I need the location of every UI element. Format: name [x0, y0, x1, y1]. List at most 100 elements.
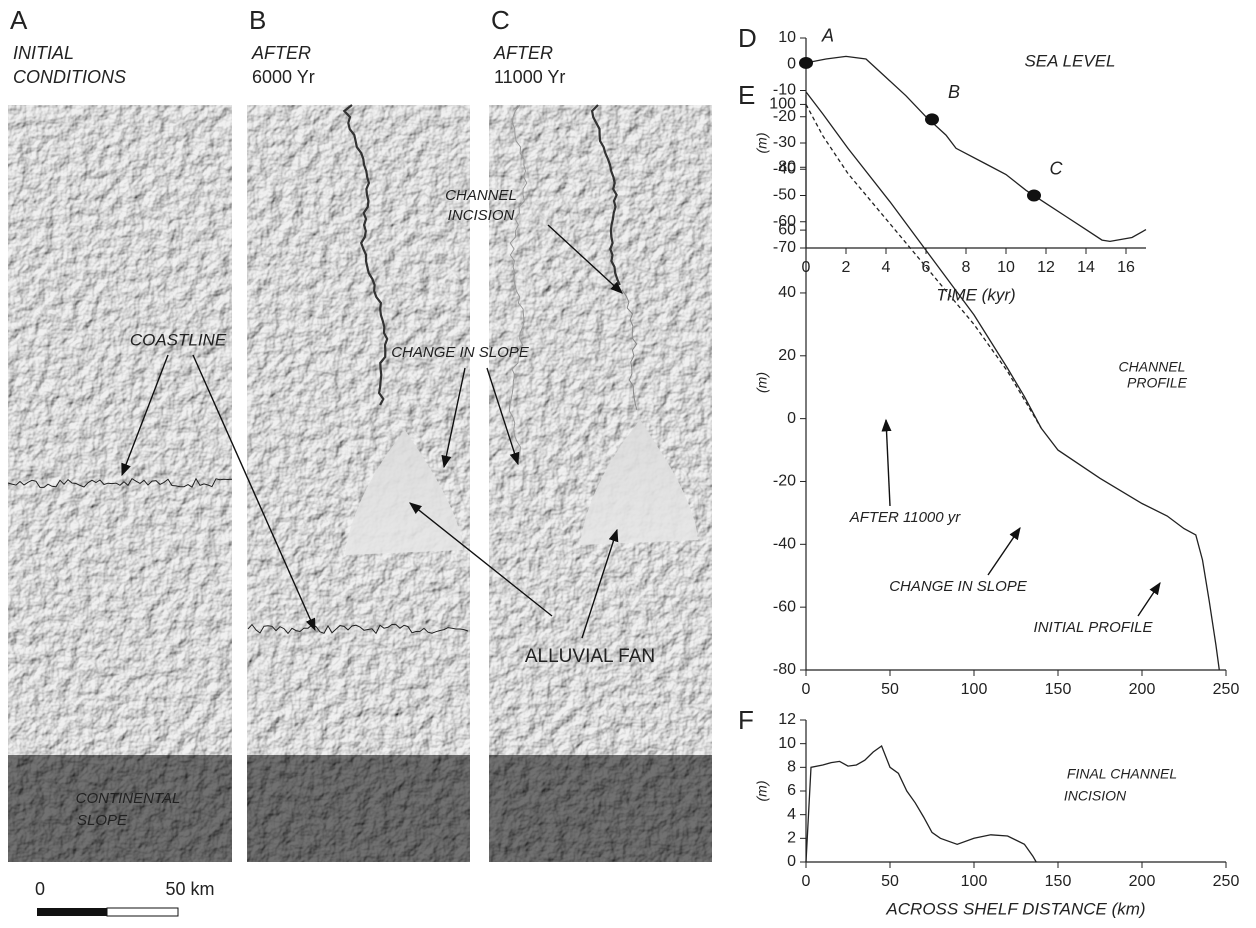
y-tick-label: -50: [773, 187, 796, 204]
y-tick-label: -60: [773, 213, 796, 230]
arrow: [987, 526, 1021, 576]
panel-letter: F: [738, 705, 754, 735]
y-tick-label: 80: [778, 158, 796, 175]
channel: [508, 104, 528, 460]
marker: [925, 113, 939, 126]
map-panel: [489, 105, 712, 862]
map-label: INCISION: [448, 207, 515, 224]
arrow: [547, 224, 623, 294]
arrow: [441, 367, 466, 469]
y-tick-label: 0: [787, 410, 796, 427]
map-panel: [247, 105, 470, 862]
marker: [799, 56, 813, 69]
y-tick-label: 2: [787, 830, 796, 847]
map-label: SLOPE: [77, 812, 128, 829]
y-tick-label: 4: [787, 806, 796, 823]
terrain-slope: [489, 755, 712, 862]
panel-caption: 6000 Yr: [252, 67, 315, 87]
map-label: CHANNEL: [445, 187, 517, 204]
y-tick-label: 40: [778, 284, 796, 301]
y-tick-label: 0: [787, 55, 796, 72]
arrow: [881, 418, 892, 507]
x-tick-label: 200: [1129, 681, 1156, 698]
data-line: [805, 104, 1042, 429]
y-tick-label: 10: [778, 735, 796, 752]
map-label: CHANGE IN SLOPE: [391, 344, 530, 361]
panel-caption: AFTER: [493, 43, 553, 63]
terrain-shelf: [489, 105, 712, 755]
map-label: COASTLINE: [130, 330, 227, 349]
series-label: AFTER 11000 yr: [849, 509, 962, 526]
y-axis-label: (m): [754, 781, 770, 802]
y-tick-label: -30: [773, 134, 796, 151]
channel: [342, 104, 389, 406]
y-tick-label: 12: [778, 711, 796, 728]
x-tick-label: 2: [842, 259, 851, 276]
y-tick-label: -10: [773, 82, 796, 99]
channel: [590, 104, 621, 286]
coastline: [7, 477, 233, 488]
map-label: CONTINENTAL: [76, 790, 181, 807]
x-axis-label: TIME (kyr): [936, 285, 1015, 304]
map-panel: [8, 105, 232, 862]
y-tick-label: 0: [787, 853, 796, 870]
panel-caption: AFTER: [251, 43, 311, 63]
marker-label: A: [821, 26, 834, 46]
annotation: CHANNEL: [1119, 359, 1186, 375]
y-tick-label: 10: [778, 29, 796, 46]
y-tick-label: 60: [778, 221, 796, 238]
y-tick-label: 6: [787, 782, 796, 799]
x-axis-label: ACROSS SHELF DISTANCE (km): [885, 899, 1145, 918]
coastline: [247, 623, 469, 635]
y-tick-label: -40: [773, 160, 796, 177]
arrow: [192, 354, 316, 632]
y-axis-label: (m): [754, 372, 770, 393]
annotation: FINAL CHANNEL: [1067, 766, 1177, 782]
x-tick-label: 250: [1213, 681, 1240, 698]
x-tick-label: 16: [1117, 259, 1135, 276]
marker-label: C: [1050, 158, 1064, 178]
panel-letter: A: [10, 5, 28, 35]
x-tick-label: 0: [802, 681, 811, 698]
panel-caption: INITIAL: [13, 43, 74, 63]
arrow: [581, 528, 619, 639]
panel-letter: B: [249, 5, 266, 35]
alluvial-fan: [345, 430, 463, 555]
y-tick-label: -20: [773, 108, 796, 125]
panel-letter: E: [738, 80, 755, 110]
marker: [1027, 189, 1041, 202]
arrow: [409, 502, 553, 617]
scale-label: 50 km: [165, 879, 214, 899]
channel: [621, 289, 638, 411]
scale-label: 0: [35, 879, 45, 899]
x-tick-label: 12: [1037, 259, 1055, 276]
terrain-shelf: [8, 105, 232, 755]
scale-bar: [37, 908, 107, 916]
data-line: [805, 91, 1220, 671]
panel-caption: CONDITIONS: [13, 67, 126, 87]
x-tick-label: 50: [881, 873, 899, 890]
annotation: CHANGE IN SLOPE: [889, 578, 1028, 595]
panel-letter: D: [738, 23, 757, 53]
panel-caption: 11000 Yr: [494, 67, 565, 87]
y-tick-label: -70: [773, 239, 796, 256]
annotation: PROFILE: [1127, 375, 1188, 391]
x-tick-label: 200: [1129, 873, 1156, 890]
annotation: INCISION: [1064, 788, 1127, 804]
x-tick-label: 14: [1077, 259, 1095, 276]
x-tick-label: 100: [961, 681, 988, 698]
arrow: [121, 354, 169, 477]
y-tick-label: 20: [778, 347, 796, 364]
terrain-shelf: [247, 105, 470, 755]
x-tick-label: 0: [802, 873, 811, 890]
x-tick-label: 250: [1213, 873, 1240, 890]
terrain-slope: [8, 755, 232, 862]
alluvial-fan: [580, 420, 698, 545]
data-line: [805, 55, 1147, 243]
y-tick-label: -60: [773, 598, 796, 615]
data-line: [805, 744, 1037, 863]
y-tick-label: -20: [773, 473, 796, 490]
marker-label: B: [948, 82, 960, 102]
x-tick-label: 100: [961, 873, 988, 890]
